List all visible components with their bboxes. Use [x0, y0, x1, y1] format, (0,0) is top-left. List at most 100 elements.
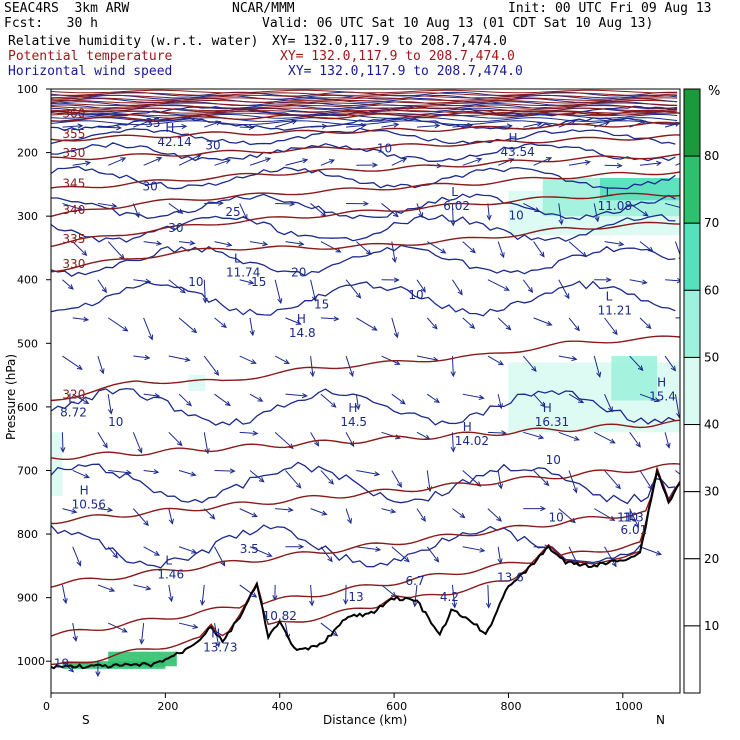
wind-vector-shaft [533, 393, 546, 408]
theta-contour [51, 99, 678, 104]
wind-vector [416, 203, 424, 219]
extremum-type: H [657, 376, 666, 390]
wind-vector-head [450, 446, 456, 453]
wind-vector-head [122, 326, 129, 332]
wind-vector [310, 432, 320, 447]
wind-speed-contour [51, 387, 676, 426]
contour-label: 13 [348, 590, 363, 604]
wind-vector-head [120, 157, 127, 163]
colorbar-bin [683, 424, 701, 493]
wind-vector-shaft [168, 431, 183, 446]
wind-contour-label: 35 [145, 116, 160, 130]
wind-vector [356, 317, 378, 331]
wind-vector-shaft [285, 159, 308, 166]
wind-vector-head [642, 211, 649, 217]
wind-vector [133, 278, 152, 284]
wind-vector [72, 316, 90, 322]
wind-vector-shaft [178, 546, 197, 554]
wind-vector [593, 203, 600, 223]
wind-vector-head [676, 412, 680, 419]
wind-vector [143, 157, 163, 166]
wind-contour-label: 15 [314, 297, 329, 311]
wind-speed-contours [51, 91, 678, 569]
wind-vector-head [107, 408, 114, 415]
wind-vector-head [531, 366, 537, 373]
wind-vector [462, 317, 476, 329]
wind-vector-head [451, 602, 457, 609]
wind-vector [214, 241, 233, 247]
wind-vector [639, 317, 652, 330]
theta-contour [51, 466, 680, 588]
wind-vector-head [420, 515, 426, 522]
wind-vector-head [60, 447, 66, 454]
wind-speed-contour [51, 113, 678, 119]
wind-vector [274, 279, 283, 305]
wind-vector-head [655, 160, 663, 166]
wind-vector-head [298, 241, 305, 247]
wind-vector-head [635, 441, 641, 448]
colorbar-bin [683, 289, 701, 358]
wind-vector-shaft [356, 546, 381, 551]
extremum-value: 16.31 [535, 415, 569, 429]
wind-vector-head [109, 587, 116, 592]
wind-vector [497, 470, 504, 490]
x-end-label-south: S [82, 713, 90, 727]
wind-vector-shaft [629, 355, 644, 371]
wind-vector-shaft [320, 159, 335, 166]
wind-vector-head [497, 360, 504, 366]
wind-vector-shaft [285, 470, 302, 489]
wind-vector-head [470, 247, 476, 254]
wind-vector-shaft [523, 122, 542, 128]
wind-vector-shaft [320, 546, 333, 562]
wind-vector-shaft [239, 203, 248, 220]
wind-vector [275, 507, 294, 513]
wind-contour-label: 10 [408, 288, 423, 302]
theta-contour [51, 97, 678, 101]
extremum-value: 14.02 [455, 434, 489, 448]
wind-vector [381, 277, 400, 283]
wind-vector-head [393, 332, 399, 339]
wind-vector-shaft [214, 317, 227, 328]
wind-vector-head [225, 158, 232, 164]
wind-vector-shaft [72, 162, 91, 166]
wind-vector-shaft [462, 158, 482, 166]
wind-vector-shaft [487, 584, 490, 608]
wind-vector [72, 622, 78, 643]
wind-vector-shaft [72, 470, 90, 479]
extremum-value: 43.54 [500, 145, 534, 159]
extremum-type: H [211, 627, 220, 641]
y-tick-label: 700 [17, 464, 38, 477]
theta-contour [51, 121, 680, 142]
wind-vector [485, 584, 492, 609]
wind-vector-shaft [604, 546, 617, 567]
wind-vector-shaft [416, 355, 438, 361]
wind-vector-shaft [451, 279, 463, 295]
wind-vector-head [616, 162, 623, 169]
wind-vector-shaft [381, 508, 396, 513]
theta-contour [51, 466, 680, 666]
wind-vector-head [328, 478, 334, 485]
wind-vector-shaft [665, 279, 680, 282]
wind-vector-shaft [132, 508, 149, 526]
wind-vector-shaft [558, 279, 570, 299]
colorbar: 10 20 30 40 50 60 70 80% [683, 84, 720, 694]
wind-vector [487, 355, 504, 366]
wind-vector [426, 546, 440, 563]
wind-vector [97, 507, 114, 513]
wind-vector [629, 508, 639, 529]
wind-vector [462, 157, 483, 166]
wind-vector [639, 546, 662, 556]
wind-vector [664, 432, 671, 449]
wind-vector-head [262, 241, 269, 247]
wind-vector [522, 355, 537, 373]
wind-vector-shaft [533, 317, 552, 326]
theta-contour-label: 340 [62, 203, 85, 217]
wind-vector [450, 432, 456, 453]
wind-vector-shaft [97, 508, 113, 511]
wind-vector-shaft [214, 241, 232, 246]
wind-vector [203, 432, 210, 455]
wind-vector [60, 432, 66, 454]
wind-vector-shaft [239, 584, 257, 598]
wind-vector-shaft [426, 393, 440, 403]
wind-vector [604, 317, 618, 336]
